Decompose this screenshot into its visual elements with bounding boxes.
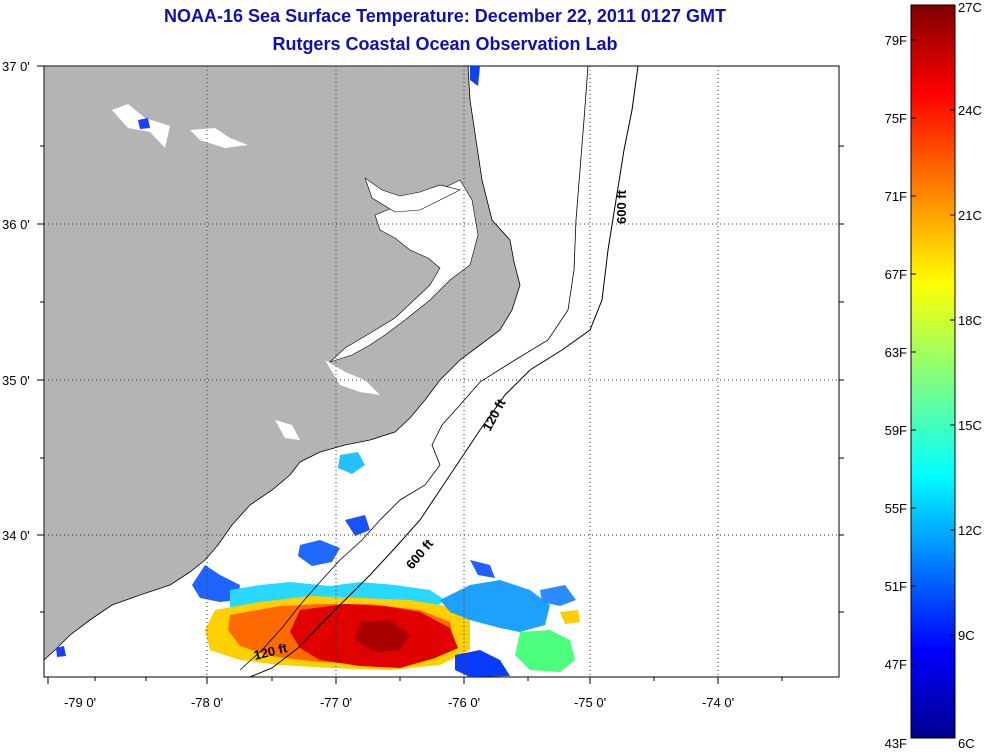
longitude-label: -76 0' [448, 695, 480, 710]
longitude-label: -74 0' [702, 695, 734, 710]
colorbar-f-label: 67F [885, 267, 907, 282]
colorbar-f-label: 79F [885, 33, 907, 48]
colorbar-f-label: 43F [885, 736, 907, 751]
neuse-river [275, 420, 300, 440]
map-subtitle: Rutgers Coastal Ocean Observation Lab [272, 34, 618, 54]
contour-label: 600 ft [614, 189, 629, 224]
colorbar-c-label: 21C [958, 208, 982, 223]
longitude-label: -77 0' [320, 695, 352, 710]
map-title: NOAA-16 Sea Surface Temperature: Decembe… [164, 6, 726, 26]
latitude-label: 35 0' [2, 373, 30, 388]
pamlico-sound [329, 179, 479, 363]
colorbar-f-label: 59F [885, 423, 907, 438]
colorbar [910, 4, 956, 739]
colorbar-c-label: 15C [958, 418, 982, 433]
albemarle-sound [364, 177, 461, 213]
colorbar-f-label: 63F [885, 345, 907, 360]
colorbar-c-label: 18C [958, 313, 982, 328]
sst-data-layer [56, 66, 580, 677]
isobath-120ft [239, 66, 589, 671]
pamlico-river [325, 360, 380, 395]
colorbar-c-label: 27C [958, 0, 982, 15]
graticule [44, 66, 839, 677]
colorbar-ticks [911, 39, 955, 665]
latitude-label: 37 0' [2, 59, 30, 74]
longitude-label: -79 0' [64, 695, 96, 710]
axis-ticks [37, 65, 844, 684]
colorbar-f-label: 51F [885, 579, 907, 594]
longitude-label: -75 0' [574, 695, 606, 710]
colorbar-f-label: 55F [885, 501, 907, 516]
inland-lake [190, 128, 248, 148]
colorbar-c-label: 6C [958, 736, 975, 751]
colorbar-f-label: 75F [885, 111, 907, 126]
colorbar-c-label: 9C [958, 628, 975, 643]
isobath-600ft-north [249, 66, 639, 677]
colorbar-c-label: 12C [958, 523, 982, 538]
latitude-label: 36 0' [2, 217, 30, 232]
longitude-label: -78 0' [191, 695, 223, 710]
colorbar-f-label: 47F [885, 657, 907, 672]
colorbar-c-label: 24C [958, 103, 982, 118]
colorbar-f-label: 71F [885, 189, 907, 204]
latitude-label: 34 0' [2, 528, 30, 543]
